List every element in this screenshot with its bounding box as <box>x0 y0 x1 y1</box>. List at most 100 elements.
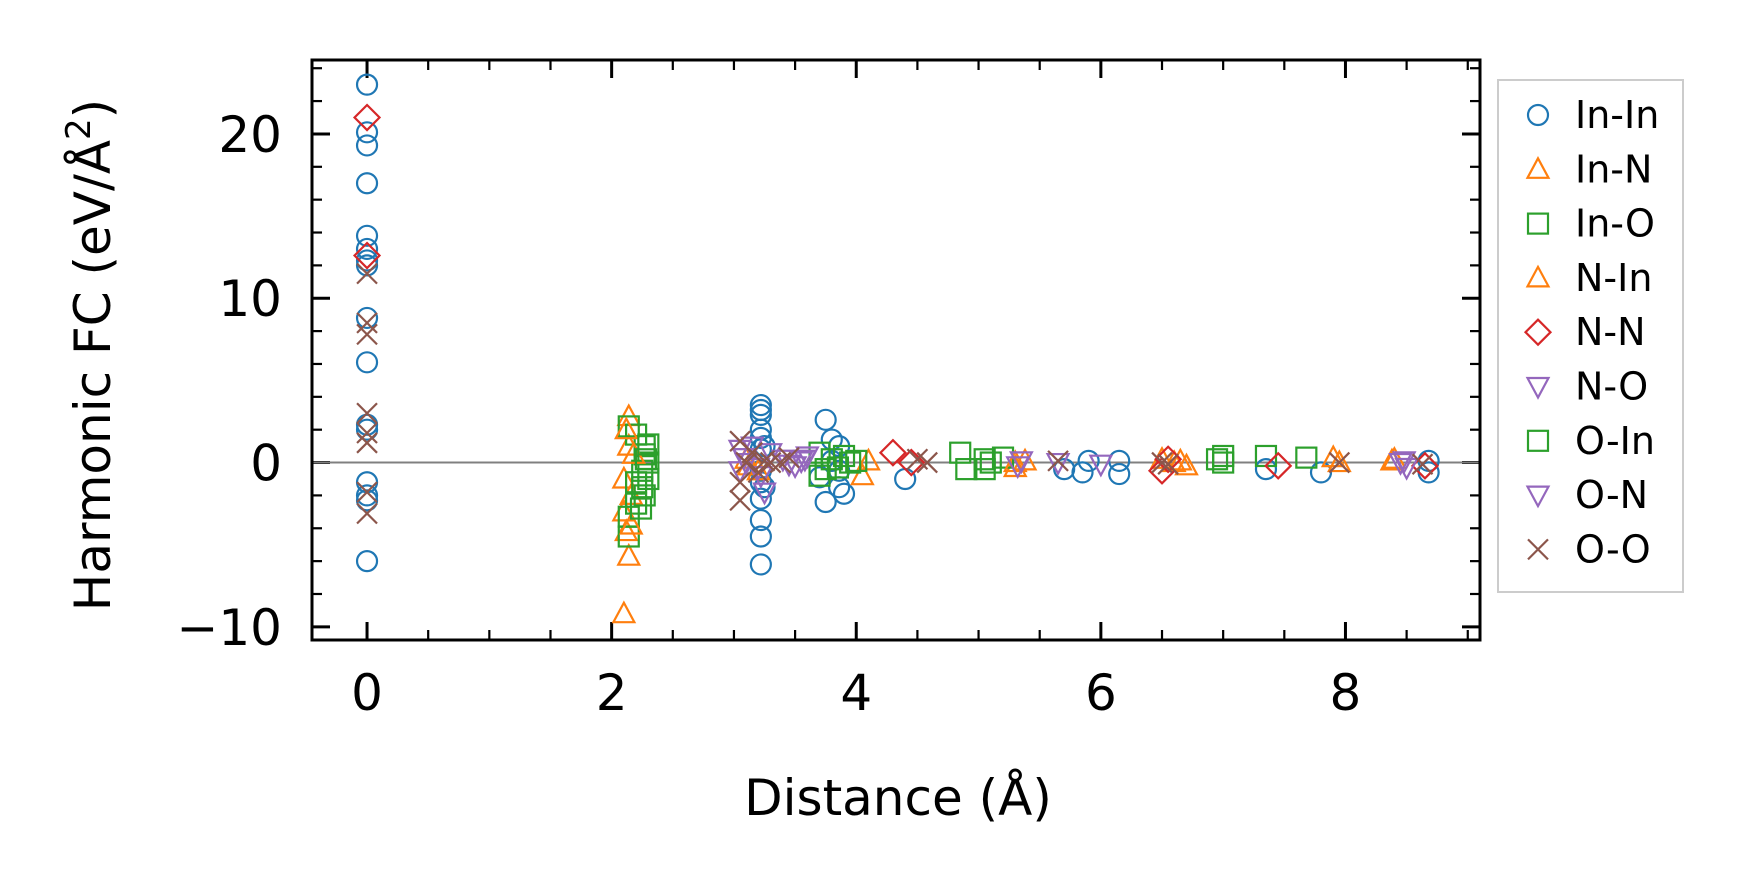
data-point-In-In <box>355 484 379 507</box>
data-point-In-In <box>355 73 379 96</box>
data-point-In-In <box>355 224 379 247</box>
data-point-In-In <box>355 121 379 144</box>
legend-marker-In-In <box>1526 103 1550 127</box>
data-point-O-O <box>729 489 751 512</box>
data-point-N-In <box>618 511 644 535</box>
data-point-O-O <box>1047 450 1069 472</box>
series-O-O <box>356 262 1434 525</box>
legend-item-N-N: N-N <box>1523 310 1646 354</box>
data-point-N-O <box>1388 452 1413 476</box>
data-point-In-In <box>1108 462 1131 486</box>
data-point-In-O <box>949 441 972 464</box>
data-point-N-In <box>613 416 639 440</box>
legend: In-In In-N In-O N-In N-N N-O O-In O-N O-O <box>1497 79 1684 593</box>
tick-labels: 0 2 4 6 8 −10 0 10 20 <box>176 106 1361 722</box>
y-axis-label: Harmonic FC (eV/Å2) <box>59 99 122 611</box>
legend-marker-N-In <box>1525 264 1551 288</box>
data-point-In-N <box>611 600 637 624</box>
data-point-N-O <box>782 456 808 480</box>
legend-item-O-In: O-In <box>1526 419 1655 463</box>
axis-ticks <box>312 60 1480 640</box>
data-point-N-N <box>352 103 382 132</box>
legend-marker-N-N <box>1523 318 1553 347</box>
data-point-In-In <box>1254 458 1278 481</box>
data-point-In-In <box>1077 449 1100 473</box>
data-point-In-In <box>832 482 856 505</box>
legend-marker-In-N <box>1525 155 1551 179</box>
data-point-N-O <box>1045 452 1071 476</box>
data-point-In-O <box>1295 446 1318 469</box>
data-point-O-O <box>356 402 378 425</box>
legend-label: N-In <box>1575 256 1652 300</box>
series-O-In <box>629 433 1229 520</box>
legend-label: N-O <box>1575 365 1648 409</box>
data-point-In-N <box>613 518 639 542</box>
data-point-In-N <box>856 447 881 471</box>
x-axis-label: Distance (Å) <box>744 769 1052 827</box>
data-point-O-O <box>1151 451 1173 474</box>
data-point-In-O <box>1212 451 1235 474</box>
data-points <box>352 73 1440 624</box>
data-point-In-N <box>616 542 642 566</box>
data-point-N-N <box>878 438 907 467</box>
legend-label: O-O <box>1575 527 1651 571</box>
data-point-O-O <box>916 451 938 474</box>
y-tick-label: −10 <box>176 599 282 657</box>
legend-label: In-N <box>1575 147 1652 191</box>
legend-item-O-O: O-O <box>1527 527 1651 571</box>
legend-marker-In-O <box>1526 212 1550 235</box>
data-point-In-In <box>355 172 379 195</box>
y-axis-label-main: Harmonic FC (eV/Å <box>64 140 122 611</box>
legend-label: In-In <box>1575 93 1659 137</box>
data-point-O-In <box>1205 448 1229 471</box>
data-point-In-In <box>749 393 772 417</box>
data-point-O-N <box>792 449 818 473</box>
data-point-In-In <box>355 351 379 374</box>
data-point-O-O <box>356 432 378 454</box>
data-point-O-O <box>747 461 770 484</box>
data-point-In-O <box>631 476 654 499</box>
data-point-O-O <box>356 262 378 285</box>
data-point-N-O <box>752 482 777 506</box>
data-point-In-O <box>973 458 996 481</box>
legend-item-In-N: In-N <box>1525 147 1652 191</box>
y-tick-label: 0 <box>250 435 282 493</box>
data-point-In-In <box>355 237 379 261</box>
x-tick-label: 0 <box>351 664 383 722</box>
plot-frame <box>310 58 1482 642</box>
data-point-O-O <box>356 422 378 444</box>
data-point-O-O <box>1411 453 1434 475</box>
legend-label: O-N <box>1575 473 1648 517</box>
data-point-O-O <box>356 481 378 503</box>
data-point-O-O <box>741 441 764 464</box>
legend-item-N-O: N-O <box>1525 365 1648 409</box>
data-point-N-N <box>352 241 382 270</box>
data-point-O-N <box>1391 451 1417 475</box>
data-point-O-In <box>637 433 660 456</box>
data-point-O-O <box>729 471 751 494</box>
data-point-O-O <box>1157 453 1179 475</box>
data-point-In-In <box>355 134 379 157</box>
data-point-In-In <box>355 254 379 277</box>
data-point-In-O <box>808 464 831 487</box>
x-tick-label: 4 <box>840 664 872 722</box>
data-point-O-O <box>1328 451 1351 474</box>
data-point-In-In <box>749 508 772 532</box>
data-point-In-O <box>617 505 640 528</box>
data-point-O-In <box>634 448 657 471</box>
data-point-O-O <box>759 451 782 474</box>
data-point-In-N <box>1174 452 1199 476</box>
data-point-In-O <box>832 444 856 468</box>
data-point-In-In <box>355 489 379 512</box>
data-point-In-O <box>845 449 868 473</box>
x-tick-label: 6 <box>1085 664 1117 722</box>
data-point-N-N <box>1264 451 1293 480</box>
legend-marker-O-O <box>1527 538 1549 561</box>
data-point-N-O <box>1088 454 1114 478</box>
data-point-N-O <box>758 443 783 467</box>
data-point-O-In <box>979 451 1002 474</box>
y-tick-label: 20 <box>218 106 282 164</box>
data-point-In-In <box>355 306 379 330</box>
legend-marker-N-O <box>1525 376 1551 400</box>
